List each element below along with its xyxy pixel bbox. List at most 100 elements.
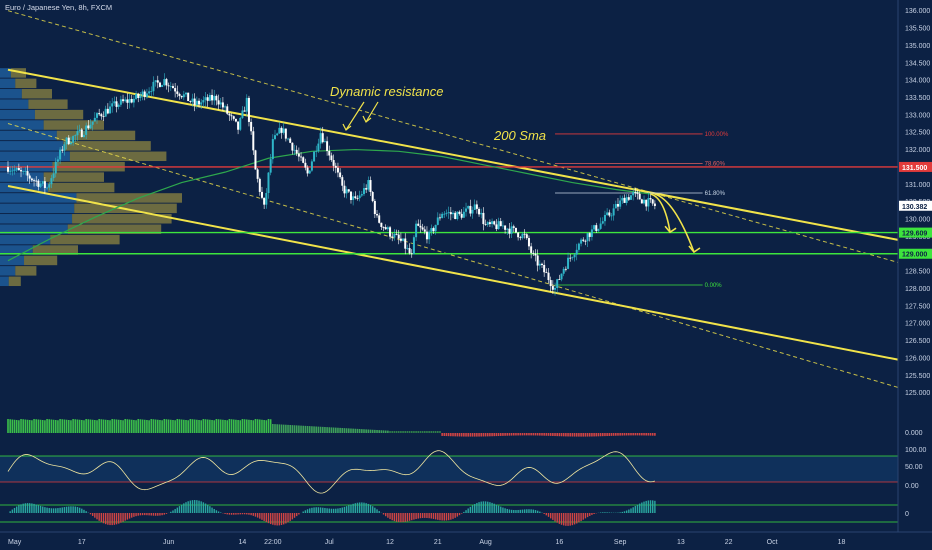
ind1-bar-79: [178, 419, 181, 433]
indicator-panels: [0, 419, 898, 526]
volume-profile-bar-up-3: [0, 99, 29, 109]
candle-body-158: [349, 191, 352, 200]
candle-body-75: [169, 86, 172, 87]
ind3-bar-243: [534, 510, 537, 513]
ind1-bar-73: [165, 419, 168, 433]
ind1-bar-50: [115, 419, 118, 433]
ind3-bar-64: [146, 513, 148, 516]
ind3-bar-66: [150, 513, 152, 516]
ind1-bar-289: [634, 433, 637, 436]
ind1-bar-46: [107, 420, 109, 433]
ind1-bar-261: [573, 433, 576, 437]
ind1-bar-72: [163, 419, 166, 433]
ind1-bar-71: [161, 420, 163, 433]
ind3-bar-219: [482, 501, 485, 513]
candle-body-35: [82, 134, 85, 137]
ind1-bar-14: [37, 419, 40, 433]
ind1-bar-281: [617, 433, 619, 436]
candle-body-273: [599, 223, 602, 229]
ind1-bar-139: [308, 426, 311, 433]
ind1-bar-187: [413, 431, 415, 433]
candle-body-247: [543, 264, 546, 273]
ind1-bar-64: [146, 420, 148, 433]
candle-body-112: [250, 121, 253, 132]
candle-body-243: [534, 253, 537, 256]
ind3-bar-211: [465, 510, 467, 513]
ind3-bar-119: [265, 513, 268, 523]
ind3-bar-220: [484, 501, 487, 513]
ind3-bar-185: [408, 513, 411, 521]
ind3-bar-134: [298, 513, 300, 515]
ind1-bar-273: [599, 433, 602, 437]
ind1-bar-53: [122, 420, 124, 433]
ind1-bar-222: [489, 433, 491, 437]
ind1-bar-170: [376, 430, 378, 433]
ind3-bar-177: [391, 513, 393, 521]
x-tick-7: 21: [434, 539, 442, 546]
ind1-bar-120: [267, 419, 270, 433]
channel-line-0: [7, 68, 899, 241]
ind3-bar-207: [456, 513, 459, 517]
y-tick-8: 132.000: [905, 147, 930, 154]
ind3-bar-256: [563, 513, 565, 526]
candle-body-58: [132, 98, 135, 103]
ind3-bar-129: [287, 513, 289, 523]
candle-body-280: [614, 204, 617, 209]
ind3-bar-216: [476, 502, 478, 513]
ind1-bar-154: [341, 428, 344, 433]
candle-body-183: [404, 238, 407, 249]
ind1-bar-48: [111, 419, 113, 433]
ind3-bar-113: [252, 513, 254, 516]
ind1-bar-10: [28, 420, 31, 433]
ind1-bar-220: [484, 433, 487, 437]
ind1-bar-116: [259, 419, 261, 433]
y-tick-0: 136.000: [905, 8, 930, 15]
ind1-bar-252: [554, 433, 556, 437]
candle-body-191: [421, 227, 424, 230]
ind1-bar-219: [482, 433, 485, 437]
ind1-bar-232: [510, 433, 513, 436]
ind3-bar-108: [241, 513, 244, 515]
ind3-bar-71: [161, 513, 163, 516]
ind1-bar-18: [46, 419, 48, 433]
volume-profile-bar-down-12: [76, 193, 182, 203]
volume-profile-bar-down-17: [32, 245, 78, 255]
ind1-bar-253: [556, 433, 558, 437]
candle-body-173: [382, 227, 385, 228]
fib-label-2: 61.80%: [705, 191, 726, 197]
arrow-long-shaft: [654, 193, 695, 253]
ind1-bar-254: [558, 433, 561, 437]
ind3-bar-164: [363, 502, 365, 513]
sma-200-line: [7, 148, 651, 262]
ind1-bar-57: [130, 419, 133, 433]
ind1-bar-22: [54, 420, 57, 433]
ind3-bar-116: [259, 513, 261, 519]
candle-body-150: [332, 160, 335, 166]
candle-body-171: [378, 215, 381, 223]
candle-body-251: [551, 286, 554, 290]
candle-body-242: [532, 252, 535, 254]
ind3-bar-133: [296, 513, 298, 517]
candle-body-172: [380, 222, 383, 228]
ind3-bar-178: [393, 513, 396, 522]
ind3-bar-112: [250, 513, 252, 516]
ind1-bar-38: [89, 419, 92, 433]
candle-body-224: [493, 221, 496, 225]
ind3-bar-48: [111, 513, 113, 526]
ind1-bar-243: [534, 433, 537, 436]
y-tick-17: 127.500: [905, 303, 930, 310]
candle-body-5: [17, 168, 20, 171]
ind1-bar-228: [502, 433, 504, 436]
ind1-bar-8: [24, 419, 27, 433]
candle-body-190: [419, 225, 422, 228]
candle-body-151: [334, 165, 337, 168]
ind3-bar-228: [502, 507, 504, 513]
ind1-bar-59: [135, 420, 137, 433]
ind3-bar-114: [254, 513, 257, 517]
ind1-bar-96: [215, 419, 218, 433]
candle-body-207: [456, 211, 459, 220]
ind3-bar-197: [434, 513, 437, 520]
ind3-bar-260: [571, 513, 574, 526]
x-tick-9: 16: [555, 539, 563, 546]
